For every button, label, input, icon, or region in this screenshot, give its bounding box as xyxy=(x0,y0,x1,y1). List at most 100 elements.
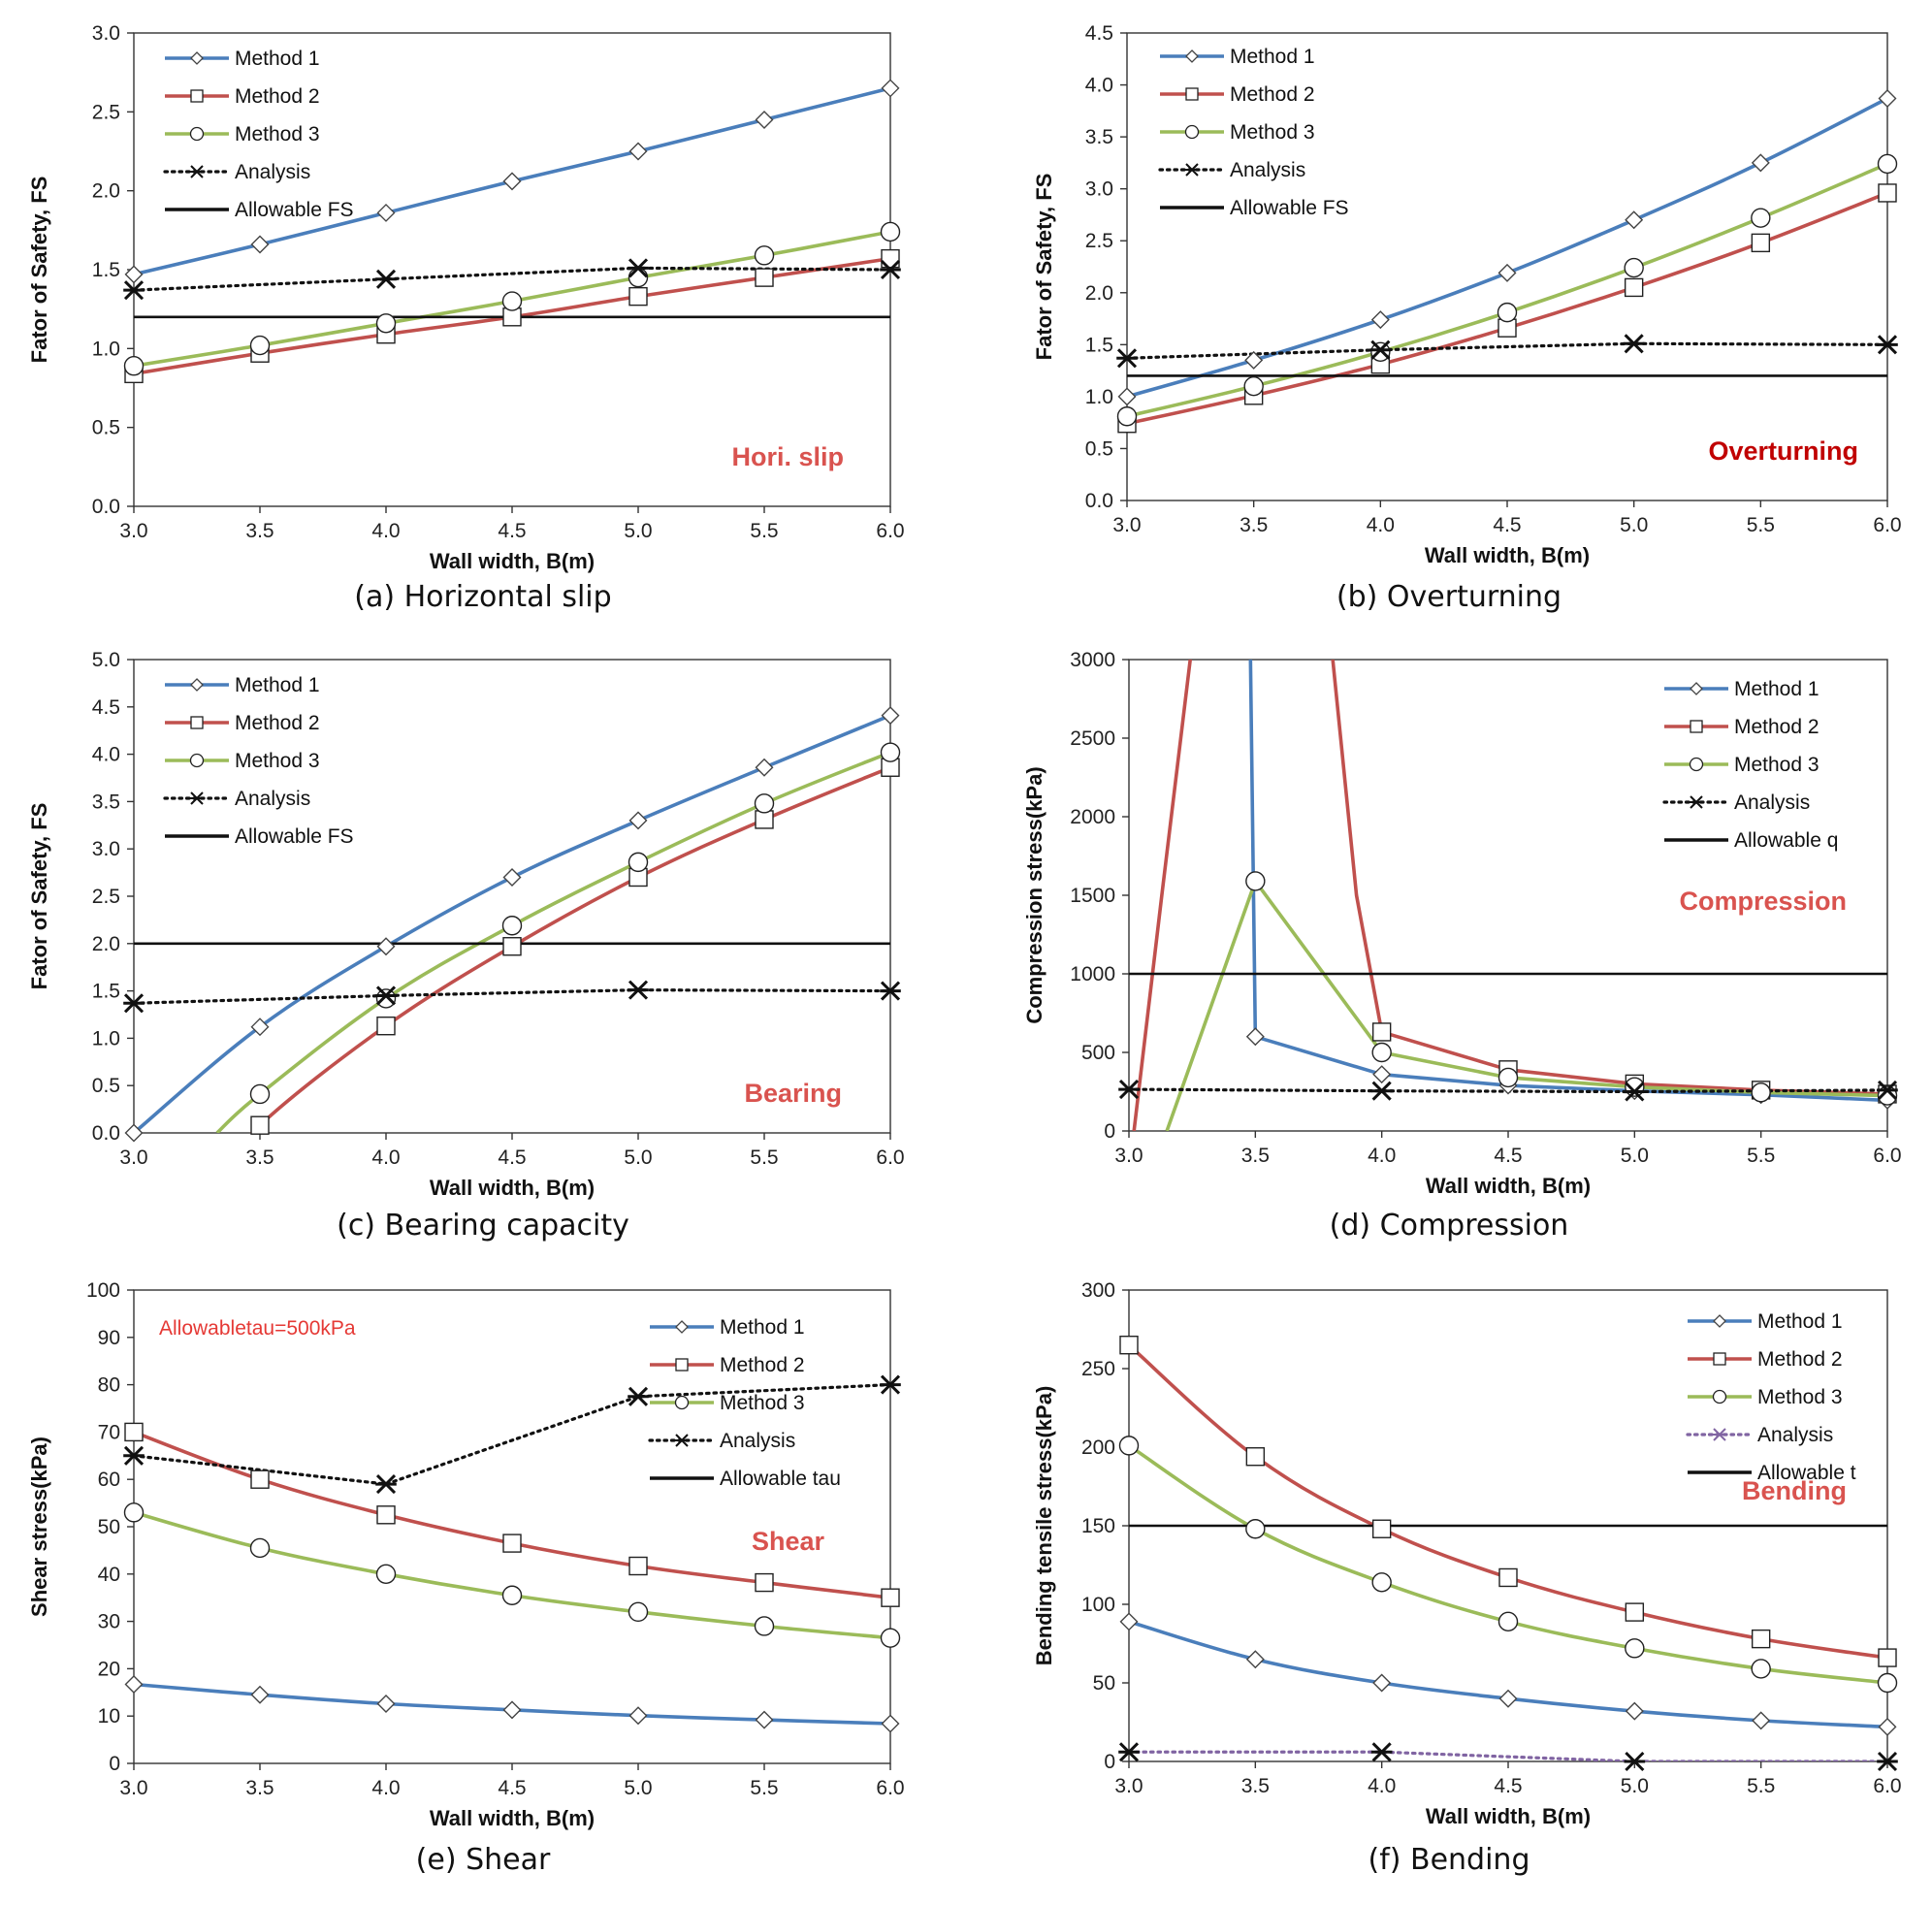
legend-label: Allowable FS xyxy=(1230,197,1349,219)
y-tick-label: 3.5 xyxy=(92,791,120,813)
legend: Method 1 Method 2 Method 3 Analysis Allowabl… xyxy=(163,48,354,221)
x-tick-label: 5.0 xyxy=(624,520,652,542)
x-tick-label: 4.5 xyxy=(498,1146,526,1169)
data-point-method-3 xyxy=(1497,1611,1519,1632)
panel-annotation: Overturning xyxy=(1708,436,1858,466)
data-point-method-1 xyxy=(124,265,144,284)
data-point-method-3 xyxy=(501,291,523,311)
data-point-method-1 xyxy=(124,1675,144,1694)
y-tick-label: 30 xyxy=(98,1611,120,1633)
panel-b: 0.0 0.5 1.0 1.5 2.0 2.5 3.0 3.5 4.0 4.5 3.0 3.5 4.0 4… xyxy=(966,0,1932,630)
legend-label: Method 1 xyxy=(235,48,320,70)
x-tick-label: 4.0 xyxy=(371,1146,400,1169)
x-axis-title: Wall width, B(m) xyxy=(1425,543,1590,567)
markers xyxy=(123,1374,901,1733)
legend-label: Method 1 xyxy=(1734,678,1819,700)
data-point-method-3 xyxy=(880,221,901,242)
y-tick-label: 0.5 xyxy=(92,417,120,439)
legend-label: Analysis xyxy=(235,788,310,810)
y-tick-label: 2.5 xyxy=(1085,230,1113,252)
data-point-method-1 xyxy=(1372,1673,1392,1693)
chart-svg-c: 0.0 0.5 1.0 1.5 2.0 2.5 3.0 3.5 4.0 4.5 5.0 3.0 3.5 4… xyxy=(27,649,905,1200)
chart-svg-a: 0.0 0.5 1.0 1.5 2.0 2.5 3.0 3.0 3.5 4.0 4.5 5.0 5.5 6… xyxy=(27,22,905,573)
data-point-method-1 xyxy=(881,706,900,726)
data-point-analysis xyxy=(375,269,397,289)
panel-c: 0.0 0.5 1.0 1.5 2.0 2.5 3.0 3.5 4.0 4.5 5.0 3.0 3.5 4… xyxy=(0,630,966,1261)
series-line-method-3 xyxy=(1165,879,1887,1131)
y-axis-title: Fator of Safety, FS xyxy=(1032,174,1056,361)
legend-label: Method 1 xyxy=(1757,1310,1843,1333)
y-tick-label: 0 xyxy=(109,1753,120,1775)
x-tick-label: 5.5 xyxy=(750,520,778,542)
series-line-analysis xyxy=(134,266,890,292)
series-line-method-2 xyxy=(1132,660,1887,1131)
x-tick-label: 3.0 xyxy=(1112,514,1141,536)
x-tick-label: 4.5 xyxy=(498,1777,526,1799)
data-point-method-2 xyxy=(881,248,900,269)
data-point-method-2 xyxy=(755,1572,774,1593)
data-point-method-1 xyxy=(250,235,270,254)
x-axis-title: Wall width, B(m) xyxy=(430,1176,595,1200)
legend-label: Method 1 xyxy=(720,1316,805,1339)
legend-marker xyxy=(1185,49,1199,63)
data-point-method-3 xyxy=(375,313,397,334)
series-line-analysis xyxy=(1129,1750,1887,1761)
data-point-method-3 xyxy=(754,1616,775,1636)
data-point-method-1 xyxy=(1119,1612,1139,1631)
data-point-analysis xyxy=(123,993,145,1014)
chart-svg-b: 0.0 0.5 1.0 1.5 2.0 2.5 3.0 3.5 4.0 4.5 3.0 3.5 4.0 4… xyxy=(1032,22,1902,567)
legend-label: Method 3 xyxy=(720,1392,805,1414)
y-tick-label: 4.0 xyxy=(92,744,120,766)
legend-label: Method 2 xyxy=(1230,83,1315,106)
data-point-analysis xyxy=(1118,1080,1140,1100)
legend-label: Analysis xyxy=(1757,1424,1833,1446)
x-tick-label: 3.5 xyxy=(245,520,274,542)
caption-b: (b) Overturning xyxy=(1336,580,1562,614)
data-point-method-1 xyxy=(881,79,900,98)
legend-marker xyxy=(1690,795,1703,809)
data-point-method-1 xyxy=(502,1700,522,1720)
caption-e: (e) Shear xyxy=(415,1843,551,1877)
legend-label: Method 3 xyxy=(235,750,320,772)
data-point-method-3 xyxy=(249,1083,271,1105)
data-point-method-3 xyxy=(1371,1572,1392,1593)
panel-e: 0 10 20 30 40 50 60 70 80 90 100 3.0 3.5 4.0 4.5 5.0 5.5… xyxy=(0,1261,966,1891)
y-tick-label: 3.0 xyxy=(92,22,120,45)
legend-marker xyxy=(190,791,204,805)
legend-label: Method 1 xyxy=(235,674,320,696)
x-tick-label: 3.0 xyxy=(1114,1775,1143,1797)
x-tick-label: 6.0 xyxy=(876,520,904,542)
legend-marker xyxy=(190,89,204,103)
legend-marker xyxy=(1185,163,1199,177)
data-point-method-3 xyxy=(249,1537,271,1559)
data-point-method-3 xyxy=(1625,1638,1645,1659)
y-tick-label: 1500 xyxy=(1070,885,1115,907)
data-point-method-3 xyxy=(1245,871,1266,891)
x-tick-label: 3.0 xyxy=(119,520,147,542)
x-tick-label: 6.0 xyxy=(1873,514,1901,536)
legend-marker xyxy=(1713,1314,1726,1328)
data-point-analysis xyxy=(1118,1742,1140,1762)
data-point-analysis xyxy=(123,1445,145,1466)
data-point-method-2 xyxy=(1371,1519,1392,1538)
data-point-method-3 xyxy=(1118,1436,1140,1456)
y-tick-label: 80 xyxy=(98,1374,120,1397)
data-point-analysis xyxy=(123,280,145,301)
x-axis-title: Wall width, B(m) xyxy=(430,1806,595,1830)
y-tick-label: 200 xyxy=(1081,1437,1115,1459)
x-tick-label: 3.5 xyxy=(1240,514,1268,536)
caption-c: (c) Bearing capacity xyxy=(337,1209,629,1243)
x-tick-label: 3.0 xyxy=(119,1146,147,1169)
y-tick-label: 4.0 xyxy=(1085,75,1113,97)
data-point-method-2 xyxy=(1751,1629,1771,1649)
x-tick-label: 5.0 xyxy=(1621,1775,1649,1797)
y-axis-title: Fator of Safety, FS xyxy=(27,177,51,364)
y-axis-title: Fator of Safety, FS xyxy=(27,803,51,990)
data-point-analysis xyxy=(880,259,901,280)
legend-label: Allowable tau xyxy=(720,1468,841,1490)
y-tick-label: 0 xyxy=(1104,1751,1115,1773)
panel-annotation: Bearing xyxy=(744,1079,842,1108)
data-point-method-2 xyxy=(628,1556,648,1576)
data-point-method-3 xyxy=(1370,341,1391,363)
x-tick-label: 4.0 xyxy=(1368,1145,1396,1167)
